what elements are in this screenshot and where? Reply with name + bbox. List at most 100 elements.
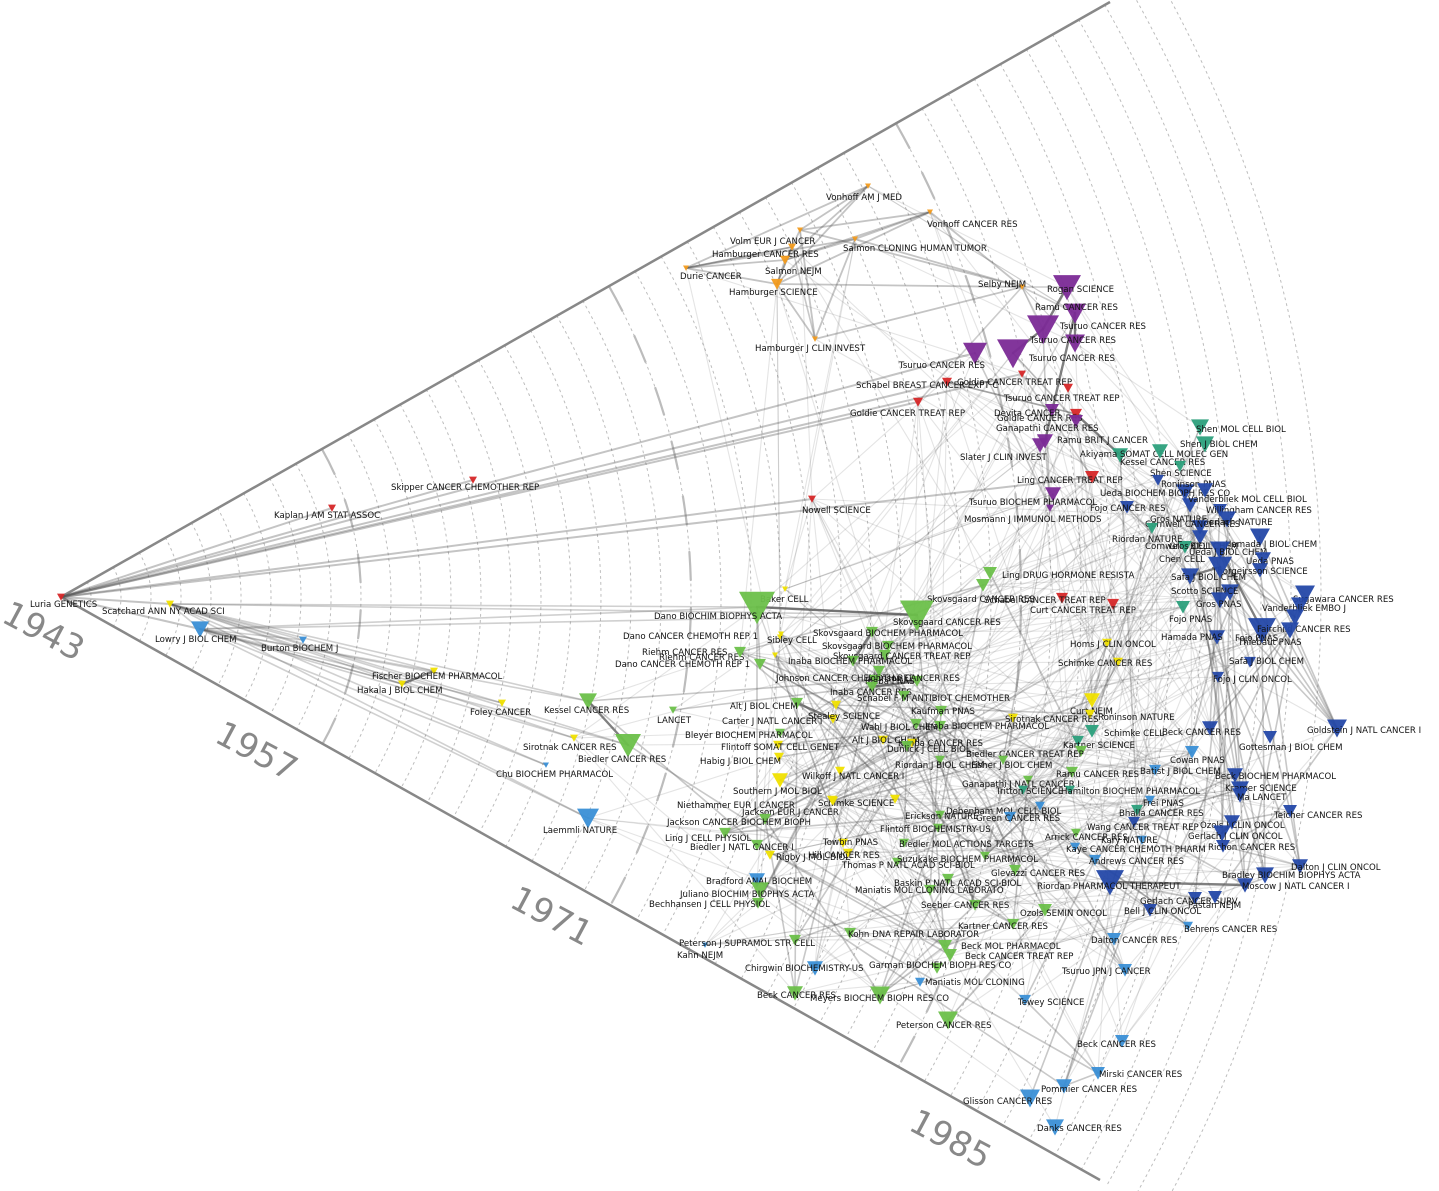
publication-node[interactable]: Skovsgaard CANCER RES (893, 600, 1001, 632)
publication-node[interactable]: Dalton CANCER RES (1091, 933, 1177, 946)
publication-node[interactable]: Peterson J SUPRAMOL STR CELL (679, 934, 815, 949)
publication-node[interactable]: Beck CANCER RES (757, 986, 836, 1001)
publication-node[interactable]: Glevazzi CANCER RES (991, 864, 1085, 879)
publication-node[interactable]: Vonhoff CANCER RES (927, 209, 1018, 230)
publication-node[interactable]: Tsuruo CANCER RES (898, 342, 987, 371)
publication-node[interactable]: Cowan PNAS (1170, 746, 1225, 766)
publication-node[interactable]: Sugawara CANCER RES (1293, 585, 1394, 606)
publication-node[interactable]: Arrick CANCER RES (1045, 828, 1128, 843)
publication-node[interactable]: Wilkoff J NATL CANCER I (802, 766, 904, 782)
publication-node[interactable]: Durie CANCER (680, 265, 742, 282)
publication-node[interactable]: Rogan SCIENCE (1047, 275, 1114, 301)
publication-node[interactable]: Hakala J BIOL CHEM (357, 680, 443, 696)
publication-node[interactable]: Ozols J CLIN ONCOL (1200, 815, 1285, 831)
publication-node[interactable]: Hamburger CANCER RES (712, 243, 819, 260)
publication-node[interactable]: Ganapathi CANCER RES (996, 415, 1099, 434)
publication-node[interactable]: Roninson NATURE (1085, 709, 1175, 723)
publication-node[interactable]: Bell J CLIN ONCOL (1124, 904, 1201, 917)
publication-node[interactable]: Shen J BIOL CHEM (1180, 436, 1258, 453)
publication-node[interactable]: Hamada J BIOL CHEM (1225, 528, 1317, 551)
publication-node[interactable]: Kaye CANCER CHEMOTH PHARM (1066, 842, 1206, 855)
publication-node[interactable]: Kartner SCIENCE (1063, 735, 1135, 751)
publication-node[interactable]: Riordan NATURE (1112, 522, 1182, 545)
publication-node[interactable]: Seeber CANCER RES (921, 899, 1009, 911)
publication-node[interactable]: Biedler CANCER TREAT REP (966, 745, 1087, 760)
publication-node[interactable]: Bleyer BIOCHEM PHARMACOL (685, 728, 813, 741)
publication-node[interactable]: Scatchard ANN NY ACAD SCI (102, 600, 225, 617)
publication-node[interactable]: Fairchild CANCER RES (1257, 609, 1351, 635)
publication-node[interactable]: Baskin P NATL ACAD SCI-BIOL (894, 873, 1021, 889)
publication-node[interactable]: Salmon CLONING HUMAN TUMOR (843, 236, 987, 254)
publication-node[interactable]: Skovsgaard BIOCHEM PHARMACOL (822, 640, 972, 652)
publication-node[interactable]: Inaba BIOCHEM PHARMACOL (788, 655, 912, 667)
publication-node[interactable]: Kaplan J AM STAT ASSOC (274, 504, 380, 521)
publication-node[interactable]: Hill CANCER RES (808, 848, 880, 861)
publication-node[interactable]: Dunlick J CELL BIOL (887, 740, 971, 755)
publication-node[interactable]: Safa J BIOL CHEM (1229, 656, 1304, 668)
publication-node[interactable]: Tsuruo JPN J CANCER (1061, 964, 1151, 977)
publication-node[interactable]: Vanderbliek MOL CELL BIOL (1188, 483, 1307, 505)
publication-node[interactable]: Slater J CLIN INVEST (960, 438, 1048, 463)
publication-node[interactable]: Bradley BIOCHIM BIOPHYS ACTA (1222, 867, 1361, 884)
publication-node[interactable]: Riehm CANCER RES (659, 652, 778, 663)
publication-node[interactable]: Bechhansen J CELL PHYSIOL (649, 897, 770, 910)
publication-node[interactable]: Shen SCIENCE (1150, 460, 1212, 479)
publication-node[interactable]: Mirski CANCER RES (1091, 1067, 1182, 1080)
publication-node[interactable]: Inaba CANCER RES (830, 681, 912, 698)
publication-node[interactable]: Danks CANCER RES (1037, 1119, 1122, 1136)
publication-node[interactable]: Johnson CANCER RES (867, 674, 960, 687)
publication-node[interactable]: Wahl J BIOL CHEM (861, 718, 938, 733)
publication-node[interactable]: Ling DRUG HORMONE RESISTA (983, 567, 1134, 581)
publication-node[interactable]: Tsuruo CANCER RES (997, 339, 1115, 369)
publication-node[interactable]: Hamada PNAS (1161, 630, 1225, 645)
publication-node[interactable]: Tritton SCIENCE (995, 785, 1063, 797)
publication-node[interactable]: Bradford ANAL BIOCHEM (706, 873, 812, 888)
publication-node[interactable]: Chirgwin BIOCHEMISTRY-US (745, 961, 864, 976)
publication-node[interactable]: Biedler CANCER RES (578, 733, 666, 765)
publication-node[interactable]: Erickson NATURE (905, 810, 979, 822)
publication-node[interactable]: Dano BIOCHIM BIOPHYS ACTA (654, 591, 782, 625)
publication-node[interactable]: Chen CELL (1159, 555, 1232, 579)
publication-node[interactable]: Stealey SCIENCE (808, 700, 880, 722)
publication-node[interactable]: Dalton J CLIN ONCOL (1291, 859, 1381, 874)
publication-node[interactable]: Ling CANCER TREAT REP (1017, 471, 1123, 486)
publication-node[interactable]: Juliano BIOCHIM BIOPHYS ACTA (679, 882, 814, 900)
publication-node[interactable]: Ueda PNAS (1246, 552, 1294, 567)
publication-node[interactable]: Goldie CANCER RES (997, 408, 1082, 424)
publication-node[interactable]: Kartner CANCER RES (958, 918, 1048, 932)
publication-node[interactable]: Teicher CANCER RES (1273, 805, 1362, 821)
publication-node[interactable]: Kaufman PNAS (911, 705, 975, 717)
publication-node[interactable]: Shen MOL CELL BIOL (1191, 419, 1286, 436)
publication-node[interactable]: Thomas P NATL ACAD SCI-BIOL (841, 857, 975, 871)
publication-node[interactable]: Fischer BIOCHEM PHARMACOL (372, 667, 503, 682)
publication-node[interactable]: Tsuruo CANCER TREAT REP (1003, 383, 1120, 404)
publication-node[interactable]: Fojo CANCER RES (1090, 501, 1166, 514)
publication-node[interactable]: Gerlach CANCER SURV (1140, 892, 1238, 907)
publication-node[interactable]: Mosmann J IMMUNOL METHODS (964, 504, 1101, 525)
publication-node[interactable]: Sirotnak CANCER RES (523, 734, 617, 753)
publication-node[interactable]: Maniatis MOL CLONING (915, 977, 1025, 988)
publication-node[interactable]: Meyers BIOCHEM BIOPH RES CO (810, 986, 949, 1005)
publication-node[interactable]: Frei PNAS (1143, 795, 1184, 809)
publication-node[interactable]: Flintoff BIOCHEMISTRY-US (880, 823, 991, 835)
publication-node[interactable]: Schabel BREAST CANCER EXPT C (856, 370, 1026, 391)
publication-node[interactable]: Goldie CANCER TREAT REP (942, 377, 1072, 388)
publication-node[interactable]: Volm EUR J CANCER (730, 227, 815, 247)
publication-node[interactable]: Inaba BIOCHEM PHARMACOL (925, 720, 1049, 732)
publication-node[interactable]: Kahn NEJM (677, 942, 723, 961)
publication-node[interactable]: Alt J BIOL CHEM (852, 735, 920, 746)
publication-node[interactable]: Beck CANCER RES (1077, 1035, 1156, 1050)
publication-node[interactable]: Gerlach J CLIN ONCOL (1188, 825, 1283, 842)
publication-node[interactable]: Lowry J BIOL CHEM (155, 621, 237, 645)
publication-node[interactable]: Fojo J CLIN ONCOL (1212, 671, 1292, 685)
publication-node[interactable]: Maniatis MOL CLONING LABORATO (855, 884, 1004, 896)
publication-node[interactable]: Willingham CANCER RES (1206, 504, 1312, 517)
publication-node[interactable]: Debenham MOL CELL BIOL (946, 801, 1062, 817)
publication-node[interactable]: Johnson CANCER CHEMOTH REP (775, 665, 914, 684)
publication-node[interactable]: LANCET (657, 706, 692, 726)
publication-node[interactable]: Suzukake BIOCHEM PHARMACOL (897, 851, 1038, 865)
publication-node[interactable]: Beck BIOCHEM PHARMACOL (1215, 768, 1336, 783)
publication-node[interactable]: Schimke SCIENCE (818, 794, 900, 809)
publication-node[interactable]: Vanderbliek EMBO J (1262, 597, 1346, 614)
publication-node[interactable]: Fojo PNAS (1169, 601, 1212, 625)
